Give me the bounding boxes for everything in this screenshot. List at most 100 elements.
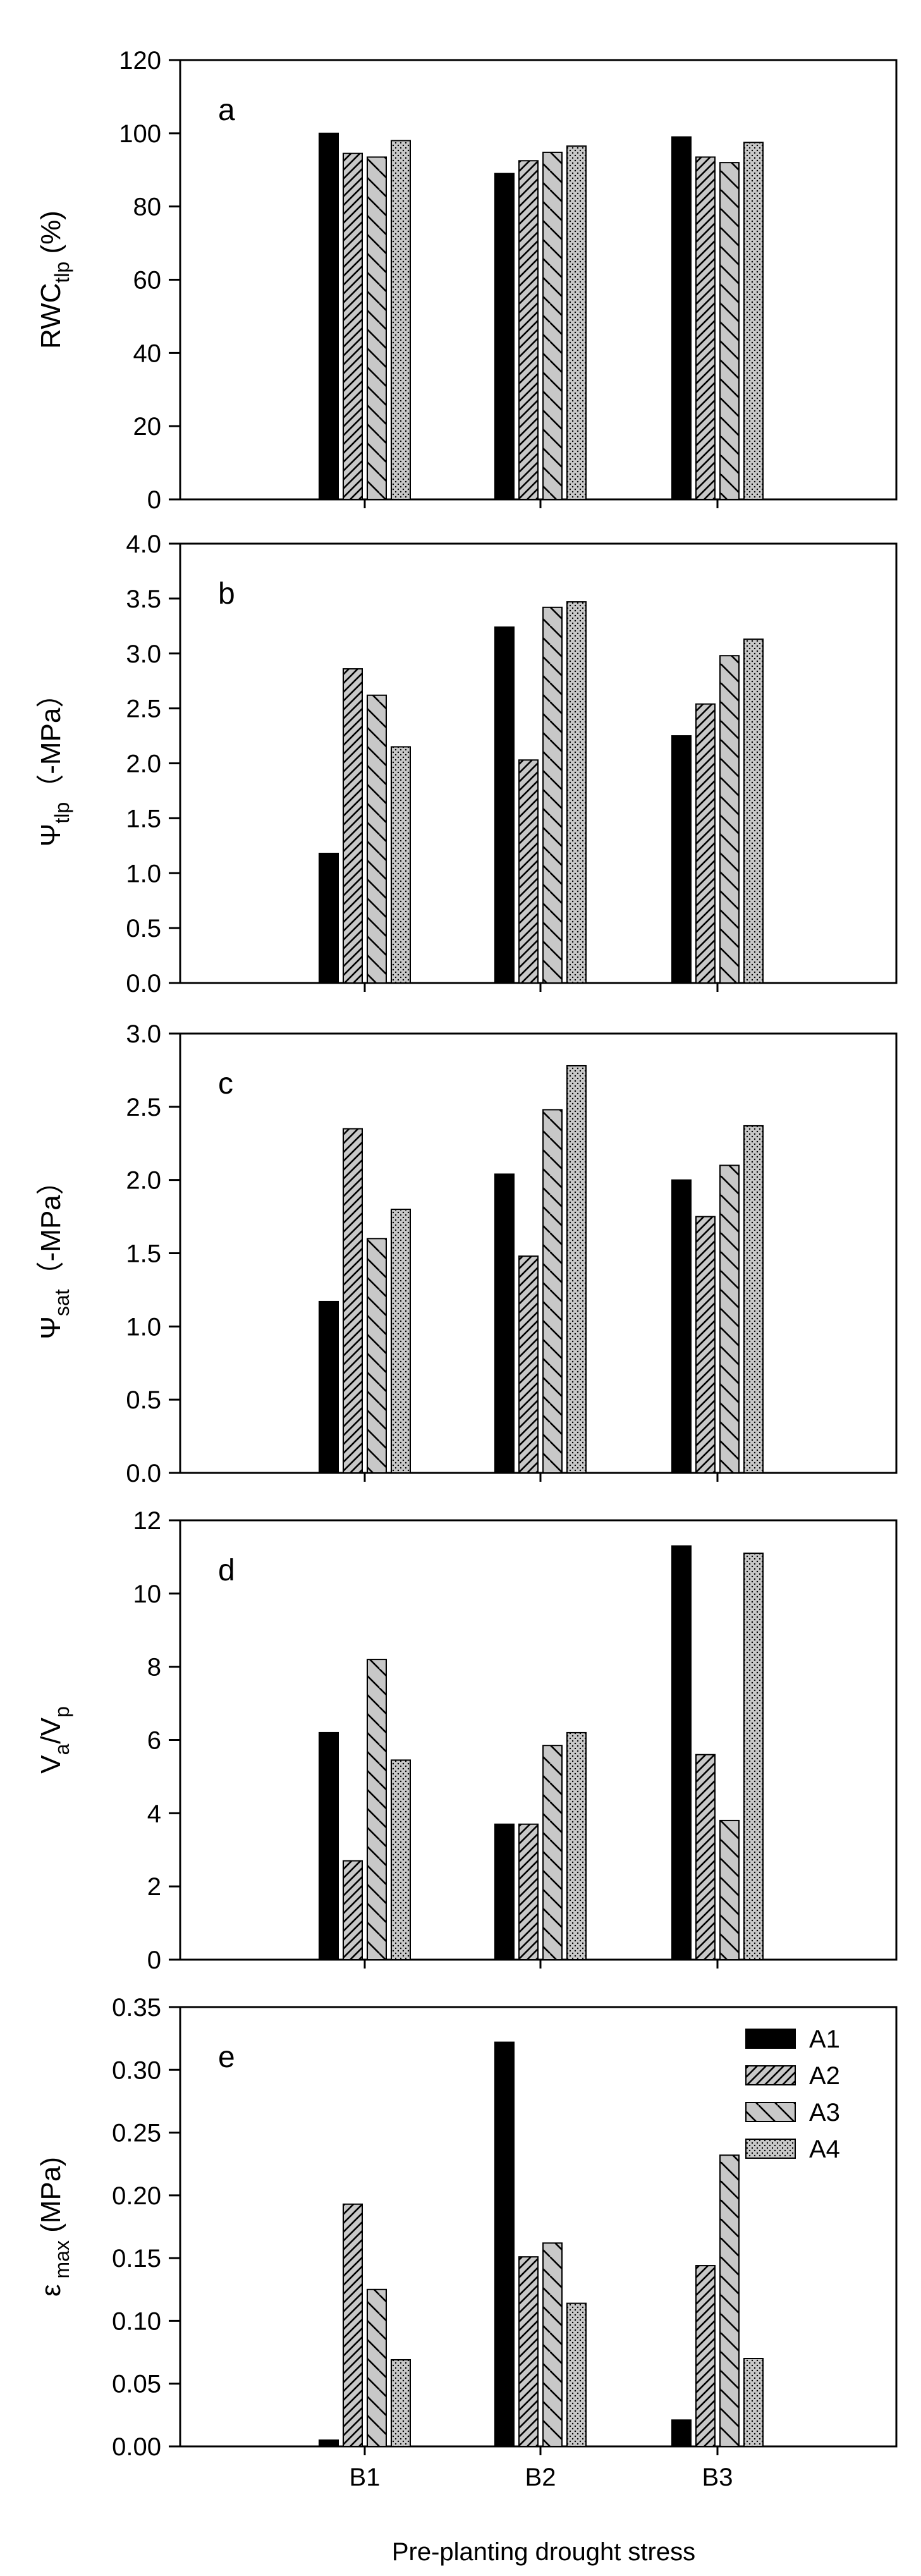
bar-a2-b2 (518, 1255, 539, 1474)
bar-a3-b3 (719, 2154, 740, 2447)
y-tick-label: 1.5 (126, 1240, 161, 1268)
bar-a2-b3 (695, 2265, 716, 2447)
x-tick-label: B3 (702, 2463, 733, 2491)
bar-a3-b3 (719, 162, 740, 500)
y-tick-label: 100 (119, 120, 161, 148)
bar-a3-b1 (367, 156, 387, 500)
bar-a1-b2 (494, 2041, 515, 2448)
bar-a1-b3 (671, 136, 692, 500)
bar-a4-b2 (566, 601, 587, 984)
y-tick-label: 0.25 (112, 2120, 161, 2147)
y-tick-label: 0.20 (112, 2182, 161, 2210)
bar-a1-b2 (494, 626, 515, 984)
y-axis-label: RWCtlp (%) (35, 211, 73, 349)
y-tick-label: 4.0 (126, 530, 161, 558)
bar-a2-b1 (343, 1128, 363, 1474)
y-tick-label: 8 (147, 1654, 161, 1682)
bar-a2-b2 (518, 1823, 539, 1960)
bar-a3-b2 (542, 606, 563, 984)
bar-a3-b1 (367, 2288, 387, 2447)
bar-a1-b1 (319, 1731, 339, 1961)
y-tick-label: 0.5 (126, 1386, 161, 1414)
y-tick-label: 6 (147, 1727, 161, 1755)
bar-a4-b2 (566, 2302, 587, 2448)
y-tick-label: 1.0 (126, 860, 161, 888)
bar-a4-b2 (566, 1731, 587, 1961)
y-tick-label: 20 (133, 413, 162, 441)
y-axis-label: ε max (MPa) (35, 2157, 73, 2297)
bar-a3-b3 (719, 1164, 740, 1474)
legend-label-a1: A1 (809, 2025, 840, 2053)
y-tick-label: 0.35 (112, 1994, 161, 2022)
bar-a1-b2 (494, 1173, 515, 1474)
y-tick-label: 60 (133, 267, 162, 295)
x-axis-label: Pre-planting drought stress (392, 2538, 695, 2566)
panel-c: 0.0 0.5 1.0 1.5 2.0 2.5 3.0 c Ψsat（-MPa） (35, 1020, 898, 1487)
y-axis-label: Va/Vp (35, 1706, 73, 1774)
bar-a2-b3 (695, 1754, 716, 1961)
legend-label-a2: A2 (809, 2062, 840, 2090)
legend-swatch-a1 (745, 2029, 796, 2049)
bar-a2-b3 (695, 703, 716, 984)
bar-a1-b3 (671, 1545, 692, 1961)
bar-a1-b3 (671, 735, 692, 984)
panel-label: c (218, 1067, 233, 1101)
legend-swatch-a2 (745, 2065, 796, 2085)
legend-label-a4: A4 (809, 2135, 840, 2163)
y-tick-label: 0.5 (126, 915, 161, 943)
bar-a3-b2 (542, 2242, 563, 2447)
y-tick-label: 0 (147, 1946, 161, 1974)
y-tick-label: 3.0 (126, 640, 161, 668)
y-tick-label: 4 (147, 1800, 161, 1828)
bar-a3-b2 (542, 151, 563, 500)
y-tick-label: 0 (147, 486, 161, 514)
panel-label: d (218, 1554, 235, 1587)
y-tick-label: 3.5 (126, 585, 161, 613)
y-tick-label: 40 (133, 339, 162, 367)
bar-a4-b3 (743, 2358, 764, 2447)
bar-a4-b3 (743, 638, 764, 984)
bar-a3-b3 (719, 655, 740, 984)
panel-label: e (218, 2041, 235, 2074)
y-tick-label: 0.05 (112, 2371, 161, 2398)
bar-a2-b2 (518, 2256, 539, 2448)
bar-a4-b2 (566, 1065, 587, 1474)
x-tick-label: B1 (350, 2463, 381, 2491)
bar-a1-b2 (494, 1823, 515, 1960)
bar-a4-b1 (391, 140, 411, 500)
y-tick-label: 1.5 (126, 805, 161, 833)
bar-a4-b3 (743, 1125, 764, 1474)
panel-e: 0.00 0.05 0.10 0.15 0.20 0.25 0.30 0.35 e ε max (… (35, 1994, 898, 2491)
panel-a: 0 20 40 60 80 100 120 a RWCtlp (%) (35, 47, 898, 514)
y-tick-label: 2.0 (126, 750, 161, 778)
legend-swatch-a3 (745, 2102, 796, 2122)
panel-b: 0.0 0.5 1.0 1.5 2.0 2.5 3.0 3.5 4.0 b Ψtlp（-MPa） (35, 530, 898, 998)
y-tick-label: 0.0 (126, 970, 161, 998)
y-tick-label: 3.0 (126, 1020, 161, 1048)
bar-a4-b3 (743, 1553, 764, 1960)
bar-a2-b3 (695, 156, 716, 500)
bar-a2-b1 (343, 668, 363, 984)
y-tick-label: 0.0 (126, 1460, 161, 1487)
y-tick-label: 1.0 (126, 1313, 161, 1341)
y-tick-label: 12 (133, 1507, 162, 1535)
legend-swatch-a4 (745, 2139, 796, 2159)
panel-d: 0 2 4 6 8 10 12 d Va/Vp (35, 1507, 898, 1974)
bar-a2-b2 (518, 160, 539, 501)
bar-a4-b1 (391, 1209, 411, 1474)
y-tick-label: 80 (133, 193, 162, 221)
bar-a2-b3 (695, 1216, 716, 1474)
y-axis-label: Ψtlp（-MPa） (35, 680, 73, 847)
bar-a4-b1 (391, 1759, 411, 1961)
bar-a1-b2 (494, 173, 515, 500)
bar-a4-b1 (391, 746, 411, 984)
bar-a1-b1 (319, 1300, 339, 1474)
legend: A1 A2 A3 A4 (745, 2025, 840, 2163)
bar-a2-b2 (518, 759, 539, 984)
panel-label: a (218, 94, 235, 127)
x-tick-label: B2 (525, 2463, 556, 2491)
bar-a1-b1 (319, 132, 339, 501)
y-tick-label: 10 (133, 1580, 162, 1608)
bar-a4-b1 (391, 2359, 411, 2447)
